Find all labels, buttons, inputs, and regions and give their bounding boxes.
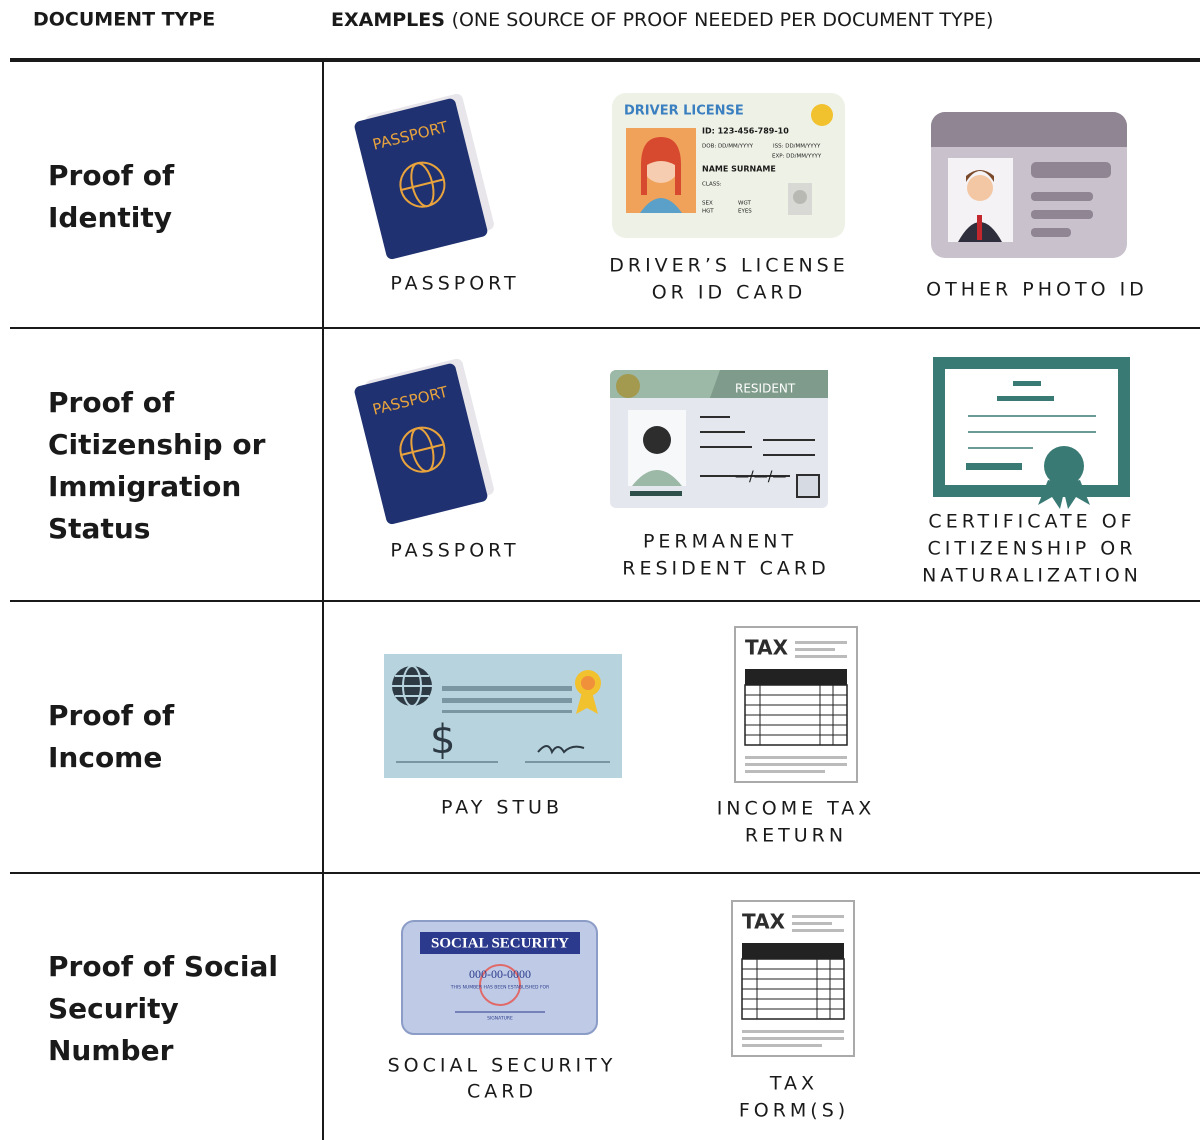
driver-license-icon: DRIVER LICENSE ID: 123-456-789-10 DOB: D… [612,93,845,238]
icon-text: THIS NUMBER HAS BEEN ESTABLISHED FOR [450,985,549,991]
icon-text: ID: 123-456-789-10 [702,127,789,136]
row-type: Status [48,512,150,545]
icon-text: CLASS: [702,182,722,188]
example-label: TAX [769,1073,818,1095]
tax-form-icon: TAX [731,900,855,1057]
example-label: INCOME TAX [717,798,876,820]
header-examples: EXAMPLES (ONE SOURCE OF PROOF NEEDED PER… [331,9,993,31]
row-type: Number [48,1034,174,1067]
header-examples-bold: EXAMPLES [331,9,445,31]
example-label: OR ID CARD [652,282,807,304]
icon-text: 000-00-0000 [469,967,531,981]
resident-card-icon: RESIDENT —/—/— [610,370,828,508]
example-label: OTHER PHOTO ID [926,279,1148,301]
example-label: SOCIAL SECURITY [388,1055,617,1077]
row-type: Proof of [48,699,175,732]
icon-text: RESIDENT [735,382,796,396]
row-type: Immigration [48,470,241,503]
icon-text: DRIVER LICENSE [624,104,744,119]
icon-text: SEX [702,201,713,207]
row-type: Citizenship or [48,428,266,461]
example-label: PASSPORT [390,540,519,562]
row-type: Proof of Social [48,950,278,983]
icon-text: $ [430,717,455,763]
passport-icon: PASSPORT [354,358,494,525]
example-label: CITIZENSHIP OR [928,538,1137,560]
example-label: PASSPORT [390,273,519,295]
icon-text: ISS: DD/MM/YYYY [773,144,821,150]
example-label: FORM(S) [739,1100,849,1122]
photo-id-icon [931,112,1127,258]
row-type: Proof of [48,159,175,192]
header-document-type: DOCUMENT TYPE [33,9,215,31]
icon-text: TAX [745,636,789,660]
example-label: RETURN [745,825,847,847]
icon-text: SIGNATURE [487,1016,513,1022]
icon-text: DOB: DD/MM/YYYY [702,144,754,150]
social-security-card-icon: SOCIAL SECURITY 000-00-0000 THIS NUMBER … [401,920,598,1035]
row-type: Income [48,741,162,774]
certificate-icon [933,357,1130,509]
example-label: CERTIFICATE OF [928,511,1135,533]
icon-text: NAME SURNAME [702,165,776,174]
icon-text: HGT [702,209,714,215]
row-type: Identity [48,201,172,234]
icon-text: SOCIAL SECURITY [431,935,569,951]
example-label: PERMANENT [643,531,797,553]
row-type: Proof of [48,386,175,419]
icon-text: TAX [742,910,786,934]
icon-text: WGT [738,201,752,207]
header-examples-note: (ONE SOURCE OF PROOF NEEDED PER DOCUMENT… [452,9,994,31]
pay-stub-icon: $ [384,654,622,778]
icon-text: —/—/— [735,469,786,485]
example-label: RESIDENT CARD [622,558,829,580]
icon-text: EXP: DD/MM/YYYY [772,154,822,160]
passport-icon: PASSPORT [354,93,494,260]
example-label: PAY STUB [441,797,563,819]
icon-text: EYES [738,209,752,215]
tax-form-icon: TAX [734,626,858,783]
example-label: CARD [467,1081,537,1103]
row-type: Security [48,992,179,1025]
example-label: NATURALIZATION [922,565,1142,587]
example-label: DRIVER’S LICENSE [609,255,849,277]
